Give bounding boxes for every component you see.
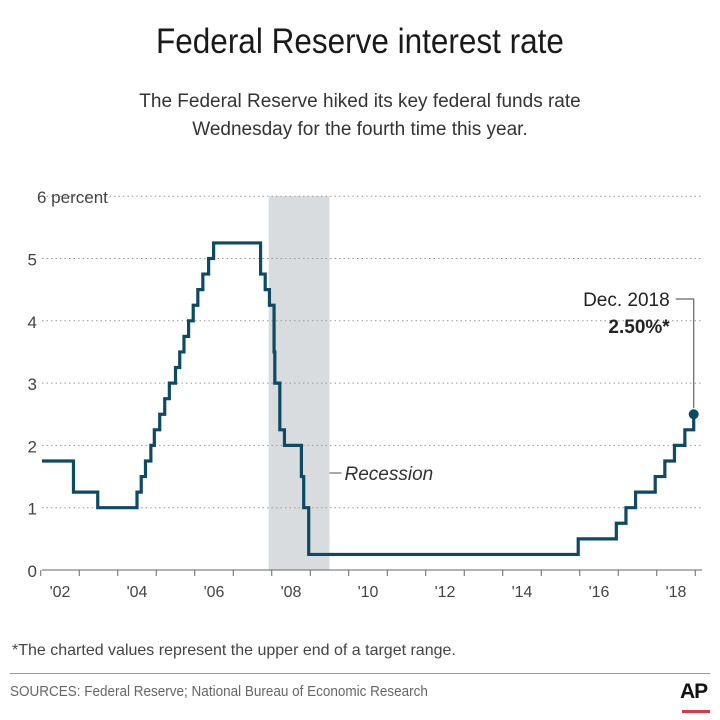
y-tick-label: 6 percent [37,188,108,207]
x-tick-label: '08 [281,584,302,601]
footnote: *The charted values represent the upper … [12,642,456,659]
x-tick-label: '12 [435,584,456,601]
y-tick-label: 3 [28,375,37,394]
chart-subtitle: The Federal Reserve hiked its key federa… [0,88,720,144]
x-tick-label: '16 [589,584,610,601]
x-tick-label: '14 [512,584,533,601]
latest-point [688,409,699,420]
chart-title: Federal Reserve interest rate [156,22,564,61]
annotation-date: Dec. 2018 [583,290,670,311]
x-tick-label: '06 [204,584,225,601]
x-tick-label: '04 [127,584,148,601]
y-tick-label: 5 [28,251,37,270]
rate-chart: Recession 0 1 2 3 4 5 6 percent '02 '04 '06 '08 '1… [28,188,702,601]
x-tick-label: '18 [666,584,687,601]
footer-divider [10,673,710,674]
recession-label: Recession [345,464,434,485]
x-tick-label: '02 [50,584,71,601]
ap-logo-accent [682,710,710,713]
x-tick-label: '10 [358,584,379,601]
annotation-leader [675,298,695,409]
y-tick-label: 0 [28,562,37,581]
y-tick-label: 2 [28,437,37,456]
rate-line [42,241,696,557]
subtitle-line-2: Wednesday for the fourth time this year. [192,119,528,140]
sources: SOURCES: Federal Reserve; National Burea… [10,683,428,700]
ap-logo: AP [680,680,708,703]
annotation-value: 2.50%* [608,317,670,338]
subtitle-line-1: The Federal Reserve hiked its key federa… [139,91,581,112]
y-tick-label: 1 [28,500,37,519]
y-tick-label: 4 [28,313,37,332]
